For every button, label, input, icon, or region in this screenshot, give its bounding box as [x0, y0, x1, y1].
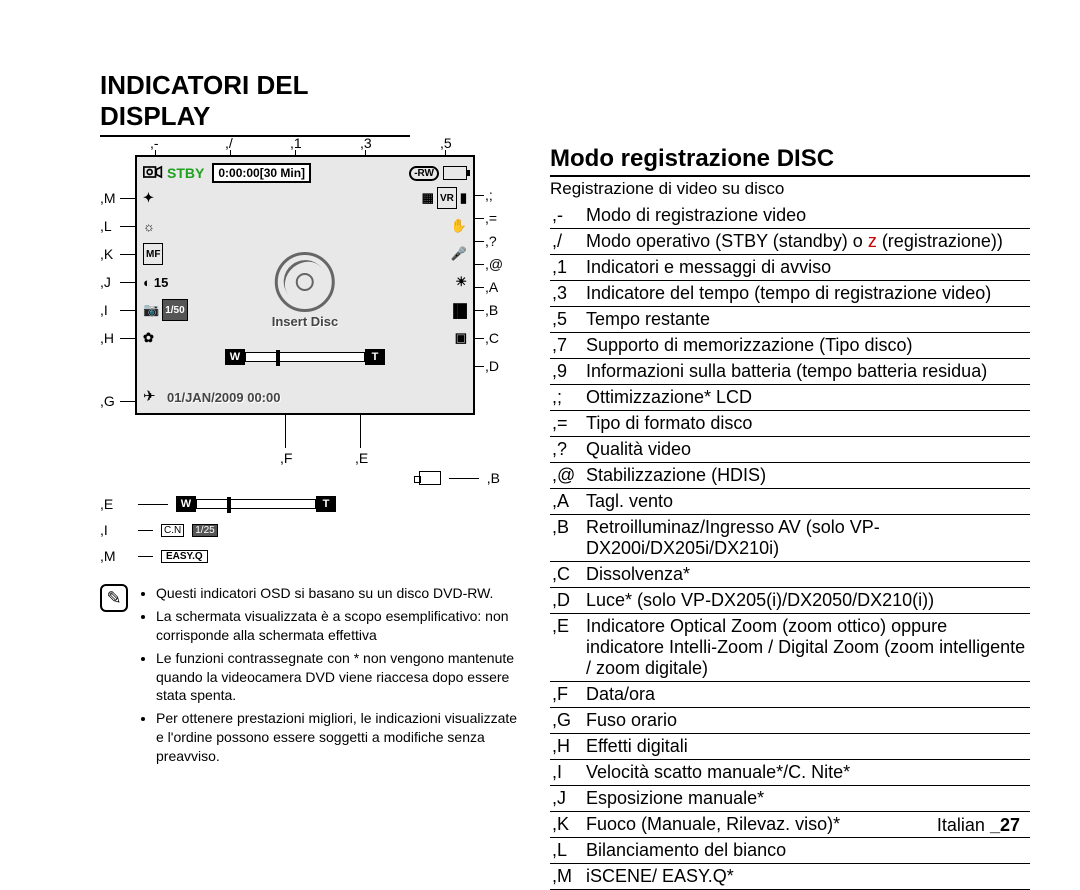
effects-icon: ✿	[143, 327, 188, 349]
scene-icon: ✦	[143, 187, 188, 209]
stby-label: STBY	[167, 165, 204, 181]
zoom-bar: W T	[225, 349, 385, 365]
lcd-panel: STBY 0:00:00[30 Min] -RW ✦ ☼ MF ◐ 15 📷 1…	[135, 155, 475, 415]
disc-type-badge: -RW	[409, 166, 439, 181]
note-icon: ✎	[100, 584, 128, 612]
callout: ,I	[100, 302, 108, 318]
callout: ,B	[485, 302, 498, 318]
plug-icon	[419, 471, 441, 485]
below-lcd-items: ,B ,E W T ,I C.N 1/25 ,M EASY.Q	[100, 470, 520, 564]
insert-disc-label: Insert Disc	[272, 314, 338, 329]
subdesc: Registrazione di video su disco	[550, 177, 1030, 203]
battery-icon	[443, 166, 467, 180]
callout: ,5	[440, 135, 452, 151]
callout: ,-	[150, 135, 159, 151]
shutter-icon: 📷 1/50	[143, 299, 188, 321]
callout: ,/	[225, 135, 233, 151]
callout: ,M	[100, 190, 116, 206]
lcd-opt-icon: ▦ VR ▮	[422, 187, 467, 209]
legend-table: ,-Modo di registrazione video,/Modo oper…	[550, 203, 1030, 890]
hand-icon: ✋	[451, 215, 467, 237]
callout: ,@	[485, 256, 503, 272]
callout: ,?	[485, 233, 497, 249]
wb-icon: ☼	[143, 215, 188, 237]
datetime-label: 01/JAN/2009 00:00	[167, 390, 280, 405]
wind-icon: 🎤	[451, 243, 467, 265]
page-footer: Italian _27	[937, 815, 1020, 836]
notes-list: Questi indicatori OSD si basano su un di…	[138, 584, 520, 770]
camera-icon	[143, 164, 163, 183]
cn-value: 1/25	[192, 524, 217, 537]
callout: ,E	[355, 450, 368, 466]
callout: ,A	[485, 279, 498, 295]
easyq-badge: EASY.Q	[161, 550, 208, 563]
callout: ,1	[290, 135, 302, 151]
timezone-icon: ✈	[143, 387, 156, 405]
subtitle: Modo registrazione DISC	[550, 145, 1030, 177]
callout: ,3	[360, 135, 372, 151]
callout: ,J	[100, 274, 111, 290]
lcd-diagram: ,- ,/ ,1 ,3 ,5 ,M ,L ,K ,J ,I ,H ,G ,; ,…	[100, 155, 520, 415]
callout: ,F	[280, 450, 292, 466]
page-title: INDICATORI DEL DISPLAY	[100, 70, 410, 137]
callout: ,G	[100, 393, 115, 409]
callout: ,H	[100, 330, 114, 346]
callout: ,;	[485, 187, 493, 203]
light-icon: ▣	[455, 327, 467, 349]
exposure-icon: ◐ 15	[143, 271, 188, 293]
fade-icon: ▐█	[449, 299, 467, 321]
disc-icon	[275, 252, 335, 312]
callout: ,D	[485, 358, 499, 374]
time-box: 0:00:00[30 Min]	[212, 163, 311, 183]
cn-badge: C.N	[161, 524, 184, 537]
callout: ,C	[485, 330, 499, 346]
mf-icon: MF	[143, 243, 188, 265]
callout: ,L	[100, 218, 112, 234]
backlight-icon: ☀	[455, 271, 467, 293]
callout: ,=	[485, 210, 497, 226]
callout: ,K	[100, 246, 113, 262]
